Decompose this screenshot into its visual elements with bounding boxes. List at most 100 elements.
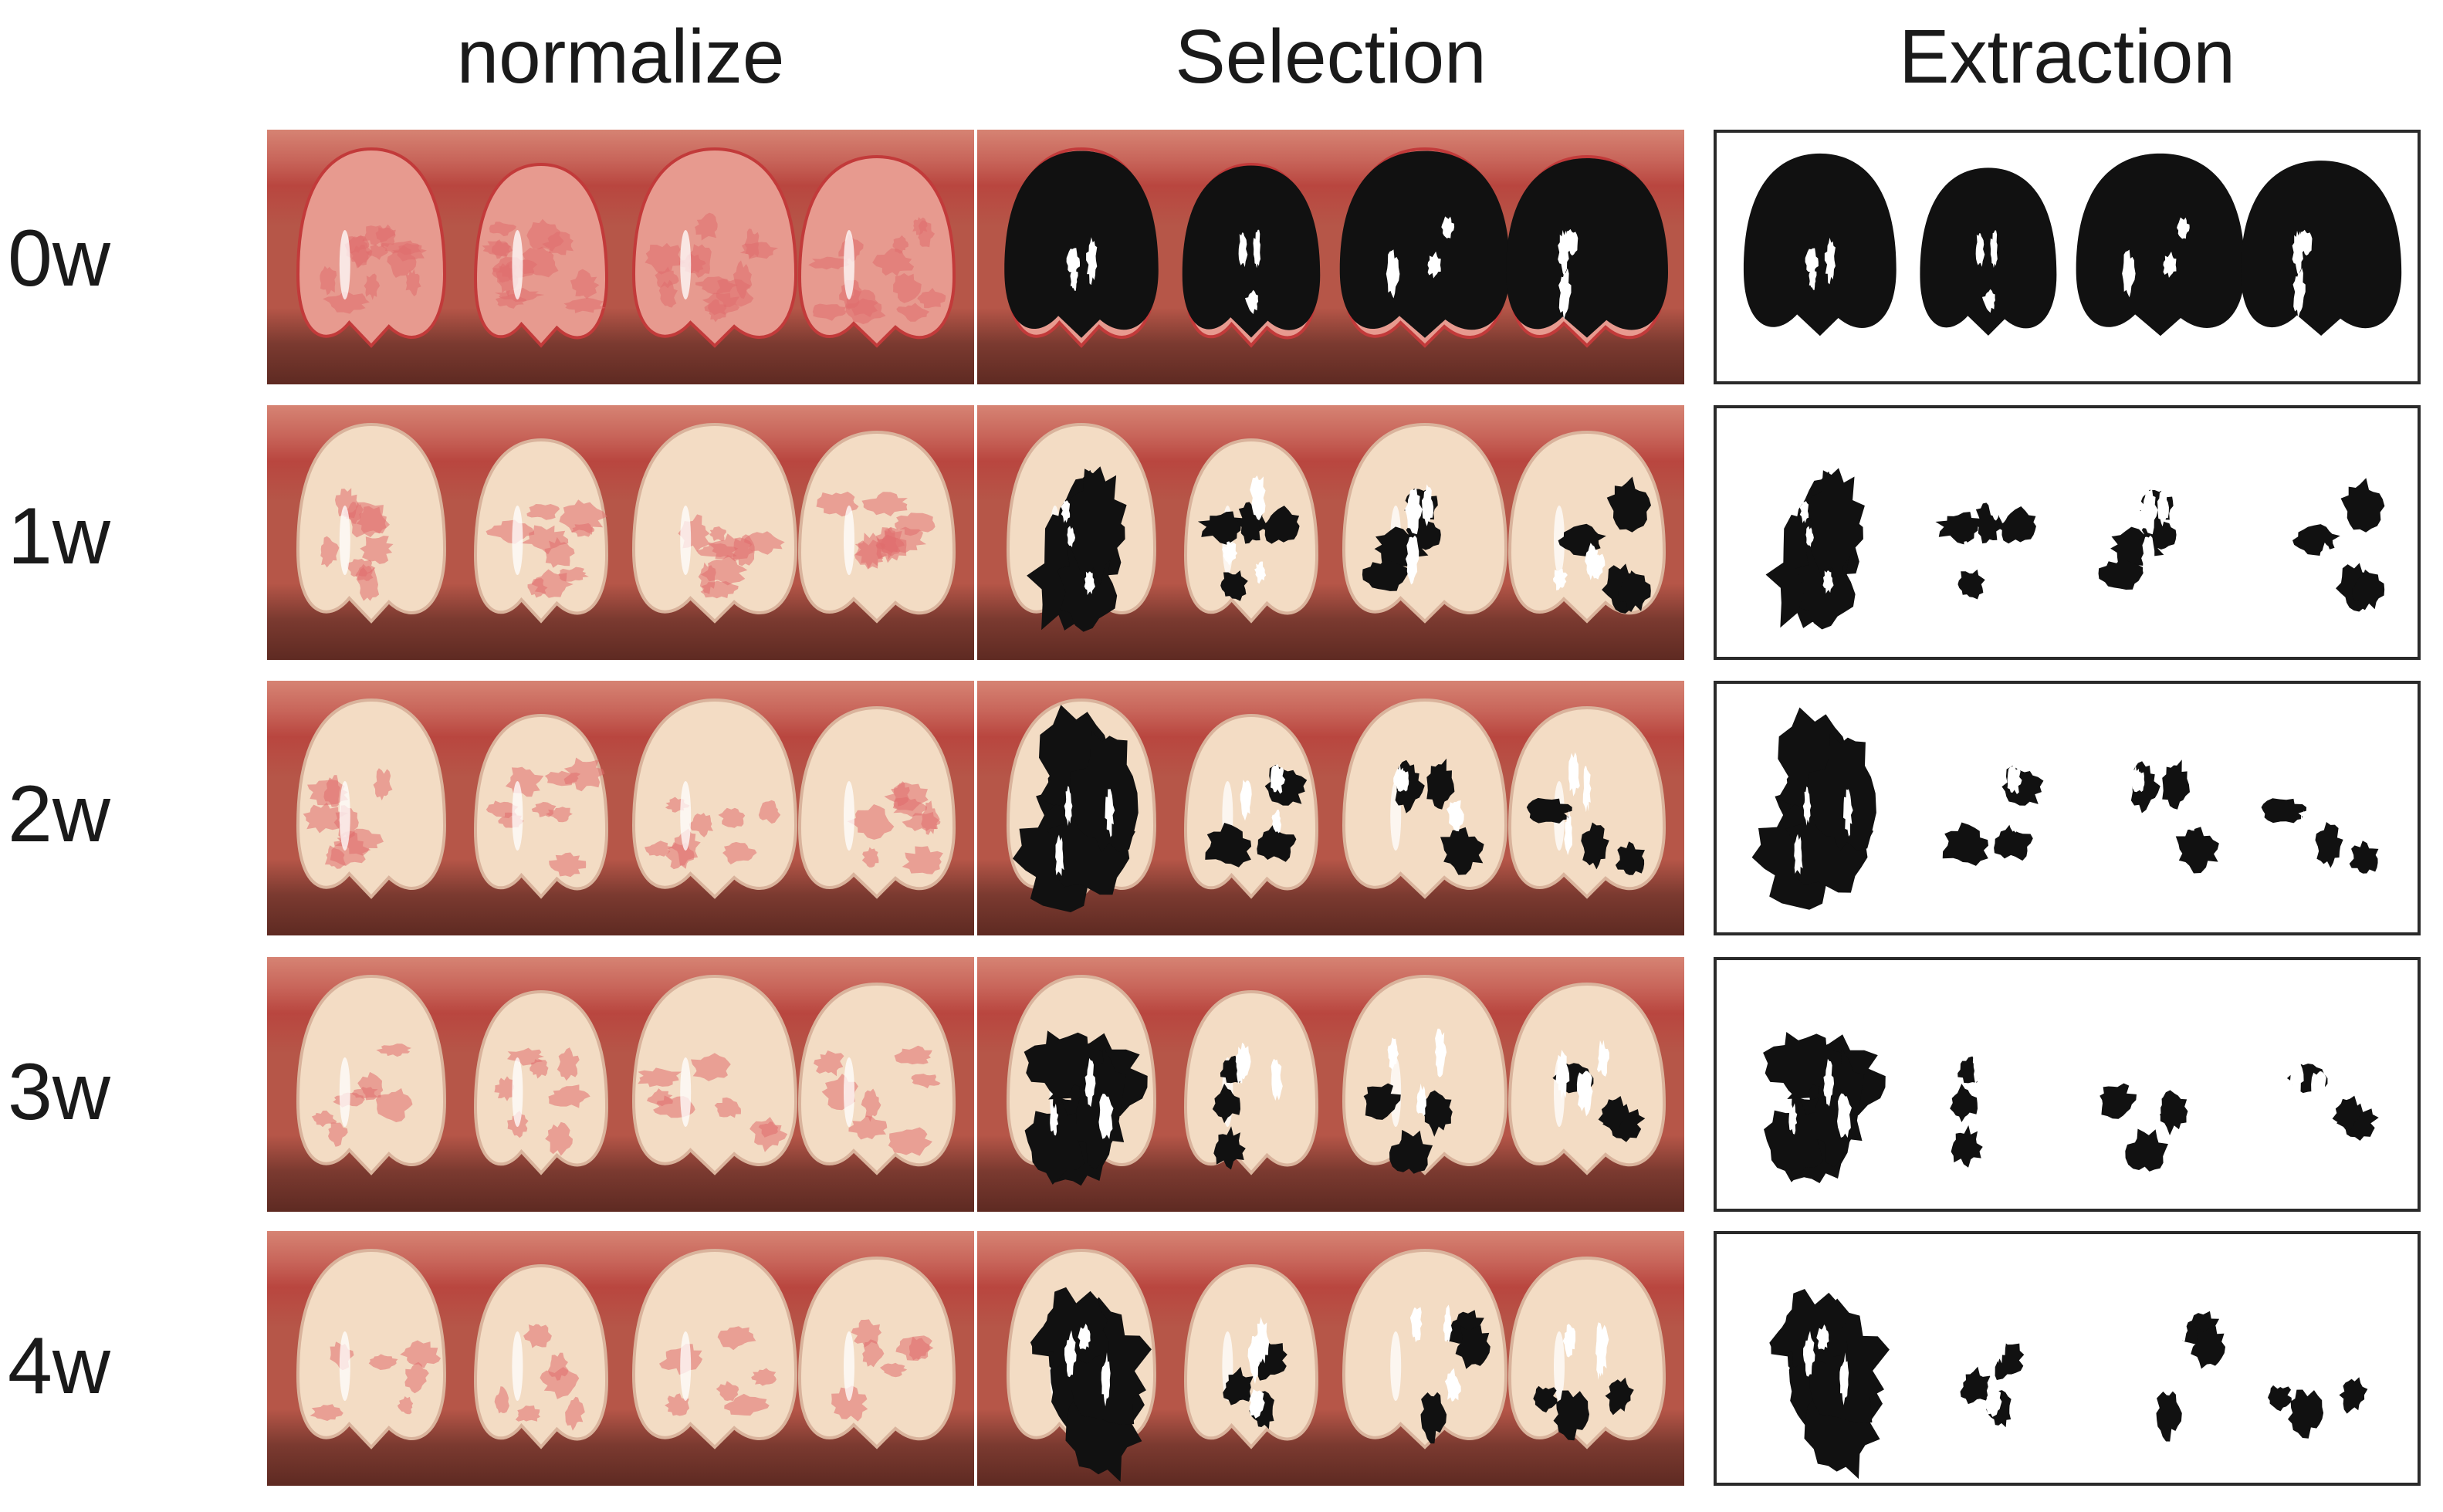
specular-highlight — [1409, 1307, 1423, 1343]
specular-highlight — [1576, 1071, 1593, 1117]
specular-highlight — [2180, 1368, 2197, 1401]
normalize-image — [296, 974, 956, 1175]
enamel-shine — [339, 230, 350, 299]
specular-highlight — [2131, 770, 2145, 793]
plaque-stain — [563, 757, 605, 792]
plaque-stain — [376, 1044, 411, 1057]
specular-highlight — [1981, 289, 1995, 313]
plaque-stain — [324, 845, 346, 869]
specular-highlight — [1802, 786, 1812, 826]
plaque-mask — [2162, 759, 2190, 810]
plaque-stain — [542, 232, 574, 255]
specular-highlight — [2330, 1323, 2343, 1369]
plaque-mask — [1533, 1385, 1558, 1413]
extraction-image — [1765, 468, 2385, 630]
tooth-crown — [1342, 698, 1508, 899]
specular-highlight — [1270, 763, 1285, 794]
plaque-stain — [328, 1122, 348, 1147]
plaque-mask — [2155, 1090, 2188, 1136]
plaque-stain — [848, 1115, 888, 1140]
plaque-stain — [494, 1386, 509, 1414]
tooth-crown — [1342, 1248, 1508, 1449]
plaque-stain — [523, 1324, 552, 1348]
specular-highlight — [2181, 800, 2200, 831]
plaque-stain — [647, 1088, 673, 1107]
plaque-stain — [376, 1087, 413, 1122]
plaque-stain — [851, 1319, 882, 1348]
specular-highlight — [1443, 1304, 1453, 1343]
plaque-mask — [2156, 1391, 2182, 1442]
plaque-stain — [405, 269, 421, 296]
cell-normalize-3w — [267, 957, 974, 1212]
specular-highlight — [2303, 753, 2314, 797]
plaque-stain — [373, 768, 393, 801]
plaque-mask — [2339, 1377, 2368, 1414]
enamel-shine — [339, 506, 350, 575]
specular-highlight — [1396, 770, 1409, 792]
plaque-mask — [1506, 158, 1668, 338]
plaque-stain — [895, 512, 936, 536]
plaque-stain — [709, 526, 726, 542]
plaque-stain — [360, 536, 394, 564]
specular-highlight — [2141, 535, 2155, 583]
specular-highlight — [1061, 500, 1071, 523]
specular-highlight — [1427, 251, 1441, 279]
plaque-stain — [558, 567, 589, 582]
plaque-stain — [515, 1405, 540, 1422]
normalize-image — [296, 698, 956, 899]
selection-image — [1006, 422, 1666, 632]
plaque-mask — [1995, 506, 2036, 544]
plaque-stain — [896, 303, 930, 322]
specular-highlight — [1086, 237, 1098, 286]
plaque-mask — [1618, 570, 1651, 612]
specular-highlight — [1387, 1037, 1399, 1070]
specular-highlight — [1101, 1352, 1111, 1407]
plaque-stain — [847, 804, 895, 840]
plaque-stain — [323, 291, 370, 314]
plaque-stain — [902, 812, 941, 831]
plaque-mask — [1764, 1101, 1825, 1182]
plaque-stain — [489, 222, 516, 237]
plaque-mask — [1440, 827, 1484, 875]
plaque-mask — [1804, 468, 1865, 583]
plaque-mask — [1212, 1084, 1240, 1124]
plaque-mask — [1426, 758, 1455, 810]
specular-highlight — [2178, 1306, 2188, 1343]
tooth-crown — [797, 982, 956, 1175]
specular-highlight — [1595, 1322, 1609, 1369]
plaque-stain — [862, 1339, 885, 1368]
plaque-stain — [320, 536, 340, 568]
specular-highlight — [1565, 228, 1578, 256]
specular-highlight — [1084, 571, 1095, 596]
plaque-stain — [540, 1367, 580, 1399]
plaque-stain — [718, 807, 746, 828]
plaque-stain — [861, 492, 908, 516]
plaque-mask — [1605, 1377, 1634, 1416]
specular-highlight — [1070, 269, 1078, 291]
plaque-stain — [392, 243, 427, 262]
specular-highlight — [1447, 800, 1464, 832]
plaque-mask — [1065, 466, 1127, 585]
plaque-mask — [1769, 1289, 1848, 1369]
specular-highlight — [1809, 268, 1817, 290]
plaque-mask — [1743, 153, 1897, 337]
specular-highlight — [2140, 489, 2158, 535]
specular-highlight — [1105, 788, 1115, 837]
extraction-image — [1769, 1289, 2368, 1480]
column-heading-selection: Selection — [1175, 13, 1487, 99]
specular-highlight — [1245, 289, 1259, 314]
specular-highlight — [1064, 786, 1073, 827]
specular-highlight — [1582, 766, 1592, 813]
cell-extraction-1w — [1714, 405, 2421, 660]
cell-extraction-0w — [1714, 130, 2421, 384]
specular-highlight — [1066, 248, 1080, 278]
plaque-mask — [1339, 151, 1511, 338]
tooth-crown — [631, 1248, 798, 1449]
plaque-stain — [689, 813, 713, 837]
specular-highlight — [1794, 834, 1803, 874]
plaque-stain — [364, 273, 381, 300]
plaque-stain — [909, 1336, 930, 1361]
plaque-stain — [530, 1059, 549, 1079]
plaque-stain — [486, 800, 519, 819]
specular-highlight — [2146, 1308, 2158, 1343]
